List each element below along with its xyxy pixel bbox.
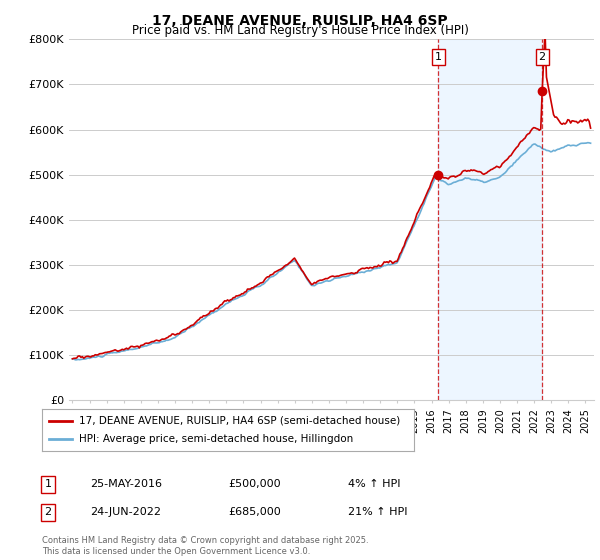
Text: 1: 1: [435, 52, 442, 62]
Text: 2: 2: [44, 507, 52, 517]
Text: 24-JUN-2022: 24-JUN-2022: [90, 507, 161, 517]
Text: 1: 1: [44, 479, 52, 489]
Text: 25-MAY-2016: 25-MAY-2016: [90, 479, 162, 489]
Text: 21% ↑ HPI: 21% ↑ HPI: [348, 507, 407, 517]
Text: 4% ↑ HPI: 4% ↑ HPI: [348, 479, 401, 489]
Text: Contains HM Land Registry data © Crown copyright and database right 2025.
This d: Contains HM Land Registry data © Crown c…: [42, 536, 368, 556]
Text: HPI: Average price, semi-detached house, Hillingdon: HPI: Average price, semi-detached house,…: [79, 434, 353, 444]
Text: 17, DEANE AVENUE, RUISLIP, HA4 6SP: 17, DEANE AVENUE, RUISLIP, HA4 6SP: [152, 14, 448, 28]
Bar: [439, 39, 542, 400]
Text: 17, DEANE AVENUE, RUISLIP, HA4 6SP (semi-detached house): 17, DEANE AVENUE, RUISLIP, HA4 6SP (semi…: [79, 416, 400, 426]
Text: 2: 2: [539, 52, 546, 62]
Text: Price paid vs. HM Land Registry's House Price Index (HPI): Price paid vs. HM Land Registry's House …: [131, 24, 469, 36]
Text: £685,000: £685,000: [228, 507, 281, 517]
Text: £500,000: £500,000: [228, 479, 281, 489]
